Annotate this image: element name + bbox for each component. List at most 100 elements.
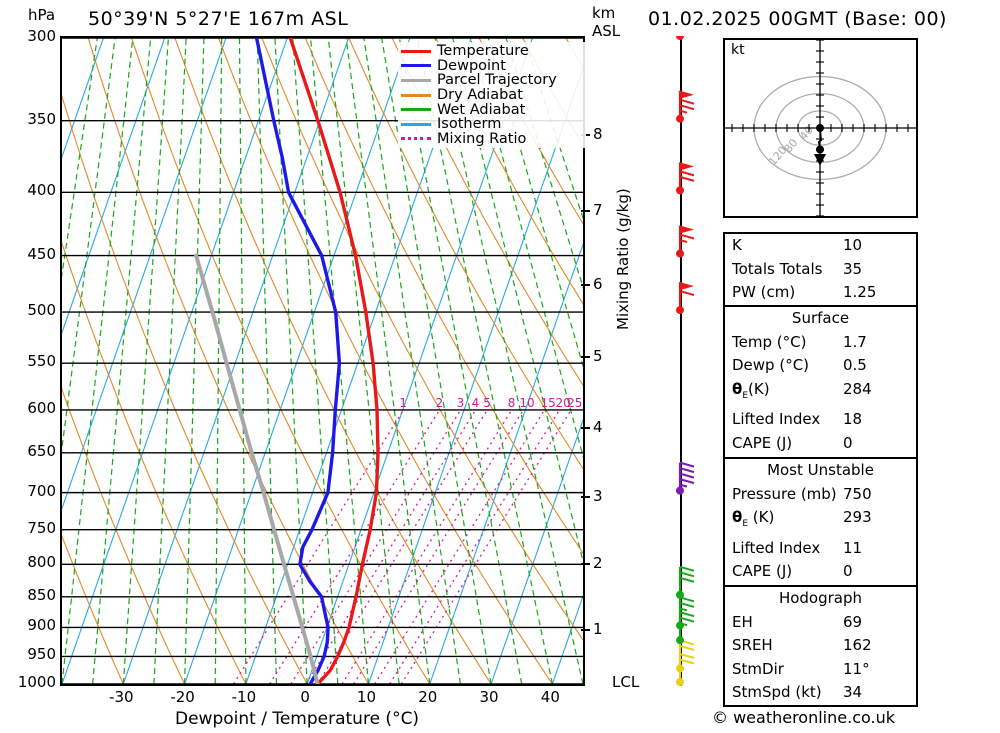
legend-label: Temperature xyxy=(437,43,529,60)
info-key: θE(K) xyxy=(732,379,770,401)
height-tick-label: 7 xyxy=(593,200,603,219)
height-tick-label: 8 xyxy=(593,124,603,143)
info-row: CAPE (J) 0 xyxy=(725,560,916,584)
height-tick-label: 2 xyxy=(593,553,603,572)
pressure-tick-label: 800 xyxy=(27,553,56,572)
info-panel-heading: Hodograph xyxy=(778,589,863,607)
pressure-tick-label: 1000 xyxy=(17,673,56,691)
general-indices-panel: K 10 Totals Totals 35 PW (cm) 1.25 xyxy=(723,232,918,307)
height-tick-mark xyxy=(581,209,590,212)
legend-label: Mixing Ratio xyxy=(437,130,527,147)
info-value: 11° xyxy=(843,659,870,678)
height-tick-mark xyxy=(581,356,590,359)
height-tick-mark xyxy=(581,628,590,631)
info-key: PW (cm) xyxy=(732,283,796,301)
temperature-tick-label: 40 xyxy=(540,688,560,706)
info-key: Lifted Index xyxy=(732,538,821,557)
info-row: θE(K) 284 xyxy=(725,378,916,409)
svg-text:1: 1 xyxy=(399,396,407,410)
info-panel-heading: Most Unstable xyxy=(767,461,874,479)
pressure-tick-label: 600 xyxy=(27,398,56,417)
info-row: Totals Totals 35 xyxy=(725,258,916,282)
info-row: Pressure (mb) 750 xyxy=(725,483,916,507)
info-key: K xyxy=(732,236,742,254)
pressure-unit-label: hPa xyxy=(28,6,56,24)
info-value: 750 xyxy=(843,484,872,503)
pressure-tick-label: 850 xyxy=(27,585,56,604)
info-row: SREH 162 xyxy=(725,634,916,658)
hodograph-unit-label: kt xyxy=(731,42,745,58)
wind-barbs xyxy=(676,36,695,686)
info-row: PW (cm) 1.25 xyxy=(725,281,916,305)
temperature-tick-label: 20 xyxy=(418,688,438,706)
info-value: 293 xyxy=(843,508,872,526)
mixing-ratio-axis-title: Mixing Ratio (g/kg) xyxy=(614,188,632,330)
info-value: 1.7 xyxy=(843,332,867,351)
info-value: 69 xyxy=(843,612,863,631)
info-key: StmDir xyxy=(732,659,784,678)
lcl-label: LCL xyxy=(612,673,640,691)
info-panel-heading: Surface xyxy=(791,309,850,327)
svg-text:10: 10 xyxy=(519,396,534,410)
temperature-tick-label: 30 xyxy=(479,688,499,706)
height-unit-label-asl: ASL xyxy=(592,22,621,40)
info-row: StmDir 11° xyxy=(725,658,916,682)
legend-item: Parcel Trajectory xyxy=(401,73,583,88)
height-tick-mark xyxy=(581,562,590,565)
legend-swatch xyxy=(401,64,431,68)
legend-label: Wet Adiabat xyxy=(437,101,526,118)
height-tick-label: 4 xyxy=(593,417,603,436)
info-key: StmSpd (kt) xyxy=(732,683,822,701)
hodograph-stats-panel: Hodograph EH 69 SREH 162 StmDir 11° StmSpd (kt)… xyxy=(723,585,918,707)
height-unit-label: km xyxy=(592,4,616,22)
legend-label: Dry Adiabat xyxy=(437,87,523,104)
info-value: 162 xyxy=(843,636,872,654)
legend-label: Dewpoint xyxy=(437,57,506,74)
pressure-tick-label: 700 xyxy=(27,481,56,500)
info-value: 284 xyxy=(843,379,872,398)
svg-text:25: 25 xyxy=(567,396,582,410)
info-key: SREH xyxy=(732,636,773,654)
legend-swatch xyxy=(401,108,431,112)
info-value: 1.25 xyxy=(843,283,877,301)
pressure-tick-label: 500 xyxy=(27,301,56,320)
svg-text:15: 15 xyxy=(540,396,555,410)
height-tick-label: 5 xyxy=(593,347,603,366)
copyright-notice: © weatheronline.co.uk xyxy=(712,708,895,727)
pressure-tick-label: 350 xyxy=(27,109,56,128)
pressure-tick-label: 550 xyxy=(27,352,56,371)
legend-swatch xyxy=(401,137,431,141)
height-tick-label: 1 xyxy=(593,619,603,638)
pressure-tick-label: 950 xyxy=(27,645,56,664)
info-row: StmSpd (kt) 34 xyxy=(725,681,916,705)
page-title: 50°39'N 5°27'E 167m ASL xyxy=(88,8,349,30)
info-row: CAPE (J) 0 xyxy=(725,432,916,456)
info-value: 35 xyxy=(843,259,863,278)
info-row: K 10 xyxy=(725,234,916,258)
info-key: CAPE (J) xyxy=(732,433,793,452)
info-key: Dewp (°C) xyxy=(732,356,810,374)
legend-swatch xyxy=(401,122,431,126)
info-value: 10 xyxy=(843,236,863,254)
pressure-tick-label: 650 xyxy=(27,441,56,460)
wind-barb-axis xyxy=(680,36,682,686)
svg-text:8: 8 xyxy=(508,396,516,410)
info-key: Pressure (mb) xyxy=(732,484,837,503)
legend-label: Parcel Trajectory xyxy=(437,72,557,89)
pressure-tick-label: 450 xyxy=(27,244,56,263)
info-value: 0.5 xyxy=(843,356,867,374)
info-row: Lifted Index 18 xyxy=(725,408,916,432)
info-row: θE (K) 293 xyxy=(725,506,916,537)
hodograph-plot: kt 40 80 120 xyxy=(720,28,920,228)
height-tick-mark xyxy=(581,426,590,429)
pressure-tick-label: 900 xyxy=(27,616,56,635)
legend-swatch xyxy=(401,93,431,97)
info-key: Totals Totals xyxy=(732,259,823,278)
height-tick-mark xyxy=(581,495,590,498)
info-key: EH xyxy=(732,612,753,631)
legend-item: Dewpoint xyxy=(401,59,583,74)
svg-text:3: 3 xyxy=(457,396,465,410)
legend-item: Mixing Ratio xyxy=(401,132,583,147)
date-title: 01.02.2025 00GMT (Base: 00) xyxy=(648,8,947,30)
